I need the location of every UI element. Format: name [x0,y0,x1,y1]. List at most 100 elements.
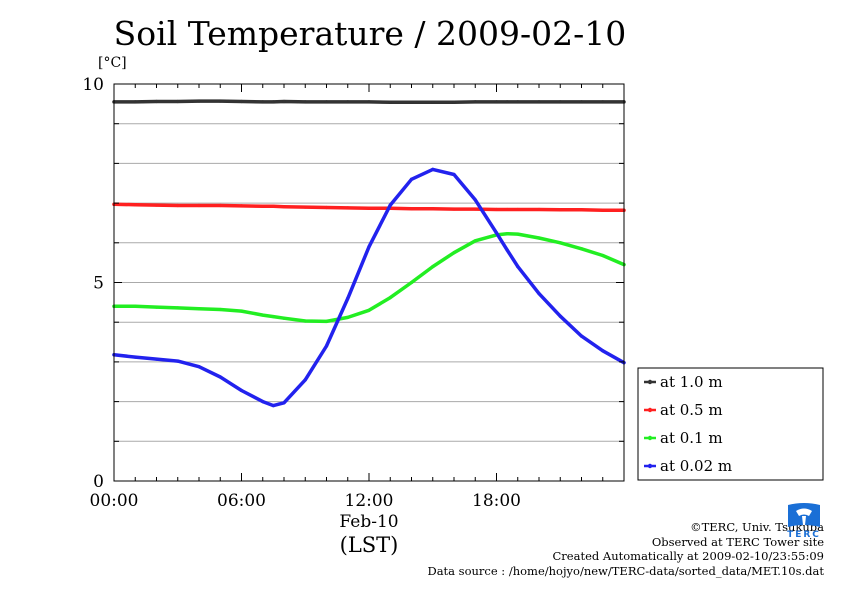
data-point [197,307,201,311]
data-point [239,309,244,313]
data-point [324,100,329,104]
data-point [388,100,392,104]
data-point [601,100,605,104]
data-point [558,208,562,212]
data-point [537,207,541,212]
data-point [431,100,435,104]
data-point [473,239,477,243]
data-point [558,314,562,318]
data-point [303,319,307,323]
legend-label: at 0.5 m [660,401,723,419]
axis-ticks [113,83,625,482]
data-point [154,305,159,309]
data-point [505,207,509,212]
data-point [505,100,509,104]
data-point [473,198,477,202]
data-point [473,207,477,211]
legend-marker [647,379,653,385]
data-point [324,344,329,348]
data-point [452,251,456,255]
axis-labels: 00:00 06:00 12:00 18:00 0 5 10 [82,75,521,511]
data-point [452,100,456,104]
data-point [218,375,222,379]
data-point [133,304,137,308]
x-axis-timezone-label: (LST) [340,533,399,557]
data-point [473,100,477,104]
data-point [239,204,244,208]
data-point [346,296,350,300]
data-point [197,365,201,369]
data-point [239,99,244,104]
data-point [303,378,307,382]
data-point [537,292,541,296]
data-point [271,315,275,319]
data-point [579,100,584,104]
x-axis-date-label: Feb-10 [339,512,398,532]
credits-block: ©TERC, Univ. Tsukuba Observed at TERC To… [427,520,824,578]
legend-label: at 1.0 m [660,373,723,391]
data-point [579,247,584,251]
data-point [537,236,541,240]
data-point [176,203,180,208]
data-point [261,400,265,404]
data-point [133,355,137,359]
data-source-text: Data source : /home/hojyo/new/TERC-data/… [427,563,824,578]
data-point [452,207,456,211]
legend-marker [647,407,653,413]
data-point [431,265,435,269]
data-point [324,319,329,324]
data-point [431,167,435,171]
data-point [261,313,265,317]
data-point [133,203,137,207]
observed-text: Observed at TERC Tower site [651,534,824,549]
data-point [154,99,159,104]
data-point [558,100,562,104]
legend-marker [647,435,653,441]
data-point [271,204,275,208]
data-point [494,207,499,212]
data-point [176,306,180,310]
data-point [282,205,286,209]
data-point [303,100,307,104]
data-point [154,357,159,361]
data-point [176,359,180,363]
data-point [494,231,499,235]
x-tick-label: 12:00 [345,491,394,511]
data-point [431,207,435,211]
x-tick-label: 00:00 [90,491,139,511]
x-tick-label: 06:00 [217,491,266,511]
data-point [367,100,371,104]
data-point [218,99,222,103]
y-axis-unit-label: [°C] [98,55,127,71]
data-point [176,99,180,104]
created-text: Created Automatically at 2009-02-10/23:5… [552,549,825,564]
legend-label: at 0.02 m [660,457,732,475]
data-point [601,208,605,212]
data-point [537,100,541,104]
data-point [505,248,509,252]
data-point [601,349,605,353]
data-point [282,316,286,320]
data-point [494,100,499,104]
legend: at 1.0 m at 0.5 m at 0.1 m at 0.02 m [637,367,824,481]
data-point [516,232,520,236]
data-point [303,205,307,209]
data-point [516,265,520,269]
legend-label: at 0.1 m [660,429,723,447]
data-point [282,99,286,104]
data-point [218,307,222,312]
data-point [133,100,137,104]
data-point [197,203,201,208]
data-point [409,280,414,285]
logo-text: TERC [787,530,821,539]
data-point [367,206,371,210]
data-point [324,205,329,210]
data-point [346,100,350,104]
y-tick-label: 0 [93,472,104,492]
data-point [261,100,265,104]
data-point [367,245,371,249]
series-lines [112,99,626,408]
data-point [261,204,265,208]
data-point [271,403,275,408]
